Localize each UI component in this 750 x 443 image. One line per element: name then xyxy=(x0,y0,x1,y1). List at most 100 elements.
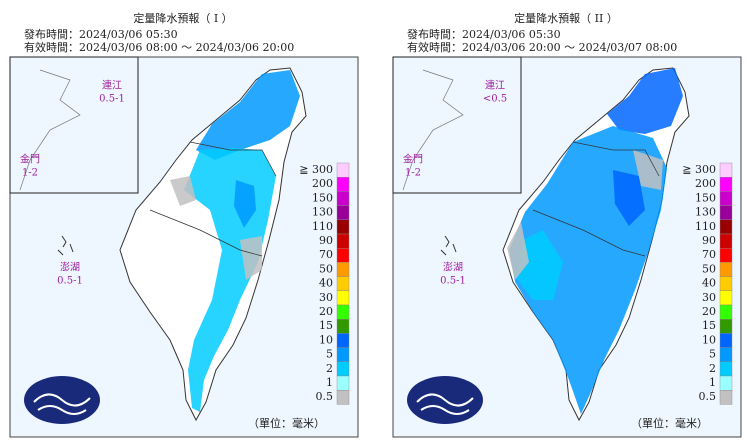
forecast-panel: 定量降水預報（ I ） 發布時間：2024/03/06 05:30有效時間：202… xyxy=(9,11,359,438)
inset-frame xyxy=(392,56,522,194)
legend-label: 40 xyxy=(319,277,333,290)
legend-label: 2 xyxy=(709,362,716,375)
rain-area xyxy=(240,236,262,280)
legend-swatch xyxy=(719,319,733,334)
legend-swatch xyxy=(719,219,733,235)
legend-label: 30 xyxy=(702,291,716,304)
legend-label: 5 xyxy=(709,348,716,361)
rain-area xyxy=(170,176,196,206)
cwa-logo-mark xyxy=(416,393,474,415)
island-amount: 0.5-1 xyxy=(440,276,466,287)
valid-time: 有效時間：2024/03/06 08:00 ～ 2024/03/06 20:00 xyxy=(24,40,294,54)
legend-swatch xyxy=(719,390,733,405)
island-name: 金門 xyxy=(403,153,423,166)
rain-area xyxy=(613,170,645,226)
island-name: 澎湖 xyxy=(443,262,463,274)
legend-label: 130 xyxy=(312,206,333,219)
island-amount: <0.5 xyxy=(483,94,507,105)
legend-swatch xyxy=(336,319,350,334)
legend-label: 150 xyxy=(312,191,333,204)
unit-label: （單位：毫米） xyxy=(631,416,708,430)
legend-swatch xyxy=(719,375,733,391)
legend-label: 50 xyxy=(702,262,716,275)
island-name: 連江 xyxy=(485,79,505,92)
legend-label: 10 xyxy=(702,333,716,346)
panel-title: 定量降水預報（ II ） xyxy=(514,11,618,25)
legend-swatch xyxy=(719,176,733,192)
legend-swatch xyxy=(336,390,350,405)
legend-swatch xyxy=(336,333,350,348)
legend-label: 15 xyxy=(319,319,333,332)
legend-swatch xyxy=(719,347,733,363)
legend-label: 30 xyxy=(319,291,333,304)
inset-frame xyxy=(9,56,139,194)
legend-swatch xyxy=(336,162,350,178)
legend-swatch xyxy=(336,205,350,221)
legend-label: 15 xyxy=(702,319,716,332)
legend-label: 200 xyxy=(695,177,716,190)
legend-swatch xyxy=(336,262,350,277)
legend-label: 150 xyxy=(695,191,716,204)
legend-swatch xyxy=(336,219,350,235)
island-amount: 1-2 xyxy=(22,168,38,179)
legend-label: 110 xyxy=(695,220,716,233)
unit-label: （單位：毫米） xyxy=(248,416,325,430)
legend-swatch xyxy=(336,290,350,306)
island-name: 澎湖 xyxy=(60,262,80,274)
legend-label: 10 xyxy=(319,333,333,346)
penghu xyxy=(57,235,74,256)
legend-label: 200 xyxy=(312,177,333,190)
rain-area xyxy=(633,150,663,190)
legend-swatch xyxy=(336,375,350,391)
legend-label: 20 xyxy=(702,305,716,318)
legend-swatch xyxy=(719,262,733,277)
coastline xyxy=(19,69,81,191)
legend-swatch xyxy=(336,247,350,263)
legend-label: 0.5 xyxy=(316,390,334,403)
island-name: 金門 xyxy=(20,153,40,166)
legend-swatch xyxy=(719,361,733,377)
valid-time: 有效時間：2024/03/06 20:00 ～ 2024/03/07 08:00 xyxy=(407,40,677,54)
county-border xyxy=(572,141,660,177)
legend-swatch xyxy=(719,333,733,348)
legend-label: 90 xyxy=(702,234,716,247)
island-name: 連江 xyxy=(102,79,122,92)
penghu xyxy=(440,235,457,256)
legend-label: 130 xyxy=(695,206,716,219)
issued-time: 發布時間：2024/03/06 05:30 xyxy=(24,27,178,41)
legend-swatch xyxy=(719,304,733,320)
legend-swatch xyxy=(719,247,733,263)
legend-label: 5 xyxy=(326,348,333,361)
legend-swatch xyxy=(719,205,733,221)
forecast-panel: 定量降水預報（ II ） 發布時間：2024/03/06 05:30有效時間：20… xyxy=(392,11,742,438)
rain-area xyxy=(515,230,563,300)
legend-swatch xyxy=(336,276,350,292)
legend-label: 50 xyxy=(319,262,333,275)
legend-swatch xyxy=(336,304,350,320)
legend-label: ≧ 300 xyxy=(682,163,716,176)
county-border xyxy=(532,209,646,257)
legend-label: 70 xyxy=(702,248,716,261)
rain-area xyxy=(507,222,529,280)
legend-swatch xyxy=(719,290,733,306)
legend-label: 20 xyxy=(319,305,333,318)
county-border xyxy=(189,141,277,177)
legend-swatch xyxy=(719,233,733,249)
island-amount: 1-2 xyxy=(405,168,421,179)
legend-swatch xyxy=(336,347,350,363)
rain-area xyxy=(196,70,300,160)
legend-label: ≧ 300 xyxy=(299,163,333,176)
county-border xyxy=(149,209,263,257)
issued-time: 發布時間：2024/03/06 05:30 xyxy=(407,27,561,41)
legend-label: 70 xyxy=(319,248,333,261)
legend-swatch xyxy=(719,276,733,292)
legend-label: 40 xyxy=(702,277,716,290)
legend-swatch xyxy=(719,162,733,178)
panel-title: 定量降水預報（ I ） xyxy=(133,11,232,25)
rain-area xyxy=(607,68,683,134)
legend-label: 1 xyxy=(709,376,716,389)
legend-swatch xyxy=(719,191,733,206)
island-amount: 0.5-1 xyxy=(99,94,125,105)
legend-label: 110 xyxy=(312,220,333,233)
